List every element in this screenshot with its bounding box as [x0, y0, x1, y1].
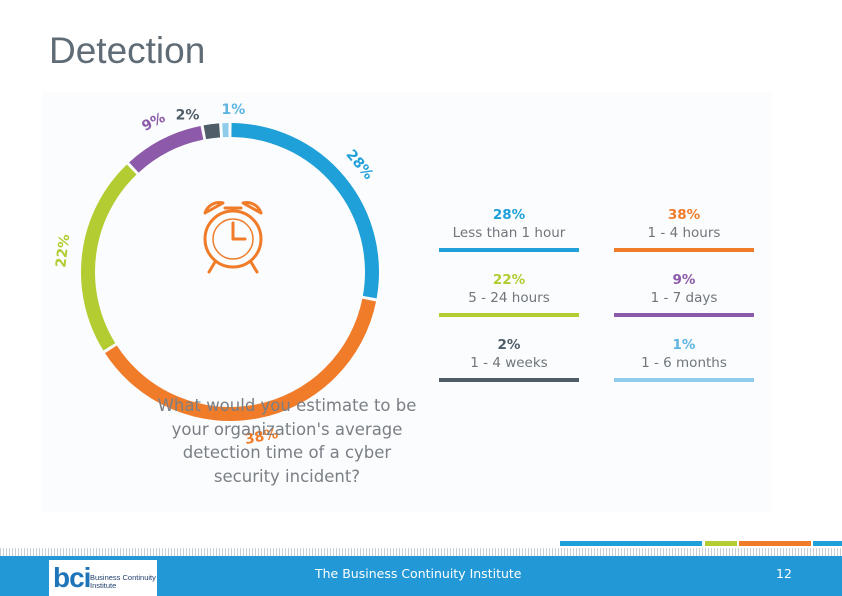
legend-color-bar: [439, 248, 579, 252]
legend-color-bar: [614, 313, 754, 317]
donut-pct-label: 1%: [222, 102, 246, 118]
donut-segment: [231, 123, 379, 299]
donut-segment: [105, 298, 377, 421]
legend-range: Less than 1 hour: [452, 225, 566, 241]
footer-accent-orange: [739, 541, 811, 546]
legend-pct: 2%: [497, 337, 521, 353]
legend-item-less-than-1-hour: 28% Less than 1 hour: [439, 207, 579, 252]
legend-pct: 1%: [672, 337, 696, 353]
donut-pct-label: 9%: [140, 110, 168, 135]
footer-organization: The Business Continuity Institute: [315, 566, 522, 581]
donut-pct-label: 22%: [53, 233, 73, 268]
page-number: 12: [776, 566, 792, 581]
legend-color-bar: [614, 378, 754, 382]
legend-range: 1 - 4 weeks: [470, 355, 548, 371]
legend-range: 1 - 6 months: [641, 355, 727, 371]
legend-pct: 38%: [667, 207, 701, 223]
legend-item-1-6-months: 1% 1 - 6 months: [614, 337, 754, 382]
legend-range: 1 - 4 hours: [647, 225, 721, 241]
logo-text: Business Continuity Institute: [90, 573, 156, 590]
legend-range: 5 - 24 hours: [468, 290, 550, 306]
legend-item-1-4-weeks: 2% 1 - 4 weeks: [439, 337, 579, 382]
bci-logo: bci Business Continuity Institute: [49, 560, 157, 596]
legend-color-bar: [614, 248, 754, 252]
donut-segment: [203, 123, 221, 140]
survey-question: What would you estimate to be your organ…: [157, 396, 417, 486]
legend-pct: 9%: [672, 272, 696, 288]
legend-item-1-7-days: 9% 1 - 7 days: [614, 272, 754, 317]
logo-mark: bci: [53, 562, 91, 593]
alarm-clock-icon: [203, 201, 263, 274]
legend-pct: 28%: [492, 207, 526, 223]
footer-accent-green: [705, 541, 737, 546]
footer-accent-blue-2: [813, 541, 842, 546]
legend-color-bar: [439, 313, 579, 317]
legend-item-1-4-hours: 38% 1 - 4 hours: [614, 207, 754, 252]
footer-accent-blue: [560, 541, 702, 546]
legend-item-5-24-hours: 22% 5 - 24 hours: [439, 272, 579, 317]
donut-chart: 28% 38% 22% 9% 2% 1%: [53, 102, 379, 448]
donut-pct-label: 38%: [244, 426, 280, 448]
donut-segment: [81, 164, 137, 351]
infographic: 28% 38% 22% 9% 2% 1% What would you estimate …: [42, 92, 772, 512]
donut-pct-label: 28%: [343, 147, 377, 183]
donut-pct-label: 2%: [176, 108, 200, 124]
slide-title: Detection: [49, 30, 206, 71]
legend-color-bar: [439, 378, 579, 382]
footer-hatch-divider: [0, 548, 842, 556]
legend-range: 1 - 7 days: [650, 290, 718, 306]
donut-segment: [129, 125, 204, 173]
legend-pct: 22%: [492, 272, 526, 288]
